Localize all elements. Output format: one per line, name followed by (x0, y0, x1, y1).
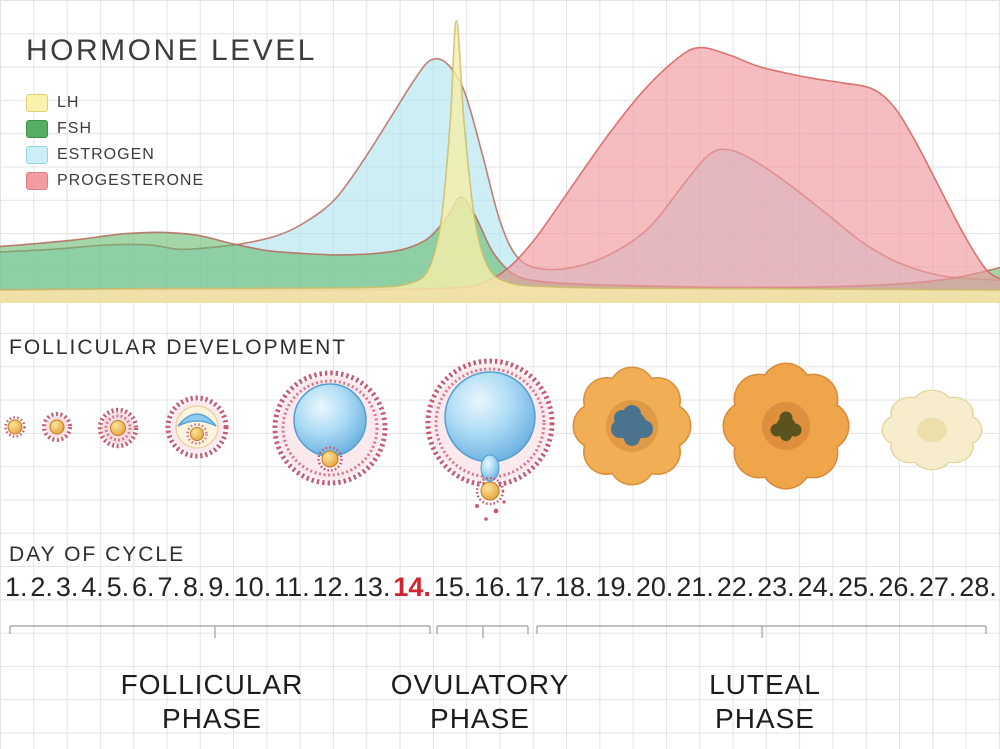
legend-label: PROGESTERONE (57, 171, 205, 189)
secondary-follicle-icon (97, 407, 139, 449)
day-number: 9. (208, 572, 231, 602)
bracket-follicular (9, 625, 431, 638)
day-number: 6. (132, 572, 155, 602)
legend-item-fsh: FSH (26, 118, 204, 139)
phase-brackets (9, 625, 987, 638)
day-number: 12. (312, 572, 351, 602)
day-number: 8. (182, 572, 206, 602)
early-antral-follicle-icon (165, 395, 229, 459)
curve-fill-progesterone (0, 47, 1000, 303)
day-number: 3. (55, 572, 79, 602)
legend-item-progesterone: PROGESTERONE (26, 170, 204, 191)
day-numbers: 1. 2. 3. 4. 5. 6. 7. 8. 9. 10. 11. 12. 13. 14. 15. 16. 1… (5, 572, 997, 603)
day-number: 2. (30, 572, 53, 602)
primary-follicle-icon (42, 412, 72, 442)
day-number: 1. (5, 572, 28, 602)
day-number: 10. (233, 572, 272, 602)
day-number: 16. (474, 572, 512, 602)
day-number: 15. (433, 572, 472, 602)
phase-line: FOLLICULAR (120, 669, 304, 700)
day-number: 26. (878, 572, 916, 602)
legend-label: ESTROGEN (57, 145, 155, 163)
legend-label: LH (57, 93, 80, 111)
phase-label-ovulatory: OVULATORY PHASE (330, 668, 630, 736)
page-title: HORMONE LEVEL (26, 34, 317, 67)
mature-follicle-icon (272, 370, 388, 486)
day-number: 25. (837, 572, 876, 602)
corpus-luteum-icon (722, 362, 850, 490)
corpus-luteum-early-icon (572, 366, 692, 486)
phase-line: OVULATORY (390, 669, 570, 700)
legend-item-lh: LH (26, 92, 204, 113)
legend-swatch-icon (26, 145, 48, 164)
day-number: 7. (157, 572, 180, 602)
legend-swatch-icon (26, 119, 48, 138)
day-number: 21. (676, 572, 714, 602)
bracket-ovulatory (436, 625, 529, 638)
phase-label-follicular: FOLLICULAR PHASE (62, 668, 362, 736)
legend: LH FSH ESTROGEN PROGESTERONE (26, 92, 204, 191)
day-number: 5. (106, 572, 130, 602)
curve-line-lh (0, 19, 1000, 291)
hormone-level-chart (0, 19, 1000, 304)
corpus-albicans-icon (881, 389, 983, 471)
day-number: 17. (514, 572, 553, 602)
primordial-follicle-icon (4, 416, 26, 438)
phase-line: LUTEAL (709, 669, 821, 700)
day-number: 24. (797, 572, 836, 602)
day-number: 11. (274, 572, 310, 602)
day-number: 19. (595, 572, 633, 602)
day-of-cycle-label: DAY OF CYCLE (9, 543, 186, 566)
day-number: 22. (716, 572, 755, 602)
bracket-luteal (536, 625, 987, 638)
legend-swatch-icon (26, 171, 48, 190)
day-number: 13. (352, 572, 391, 602)
phase-line: PHASE (715, 703, 815, 734)
day-number: 27. (918, 572, 957, 602)
day-number: 23. (757, 572, 795, 602)
day-number: 20. (635, 572, 674, 602)
curve-fill-fsh (0, 197, 1000, 303)
day-number: 28. (959, 572, 997, 602)
phase-line: PHASE (430, 703, 530, 734)
follicle-illustrations (4, 358, 983, 521)
phase-label-luteal: LUTEAL PHASE (615, 668, 915, 736)
legend-label: FSH (57, 119, 92, 137)
day-number: 4. (81, 572, 104, 602)
legend-swatch-icon (26, 93, 48, 112)
follicular-development-label: FOLLICULAR DEVELOPMENT (9, 336, 348, 359)
day-number: 18. (555, 572, 593, 602)
ovulation-icon (425, 358, 555, 521)
legend-item-estrogen: ESTROGEN (26, 144, 204, 165)
day-number: 14. (393, 572, 431, 602)
phase-line: PHASE (162, 703, 262, 734)
